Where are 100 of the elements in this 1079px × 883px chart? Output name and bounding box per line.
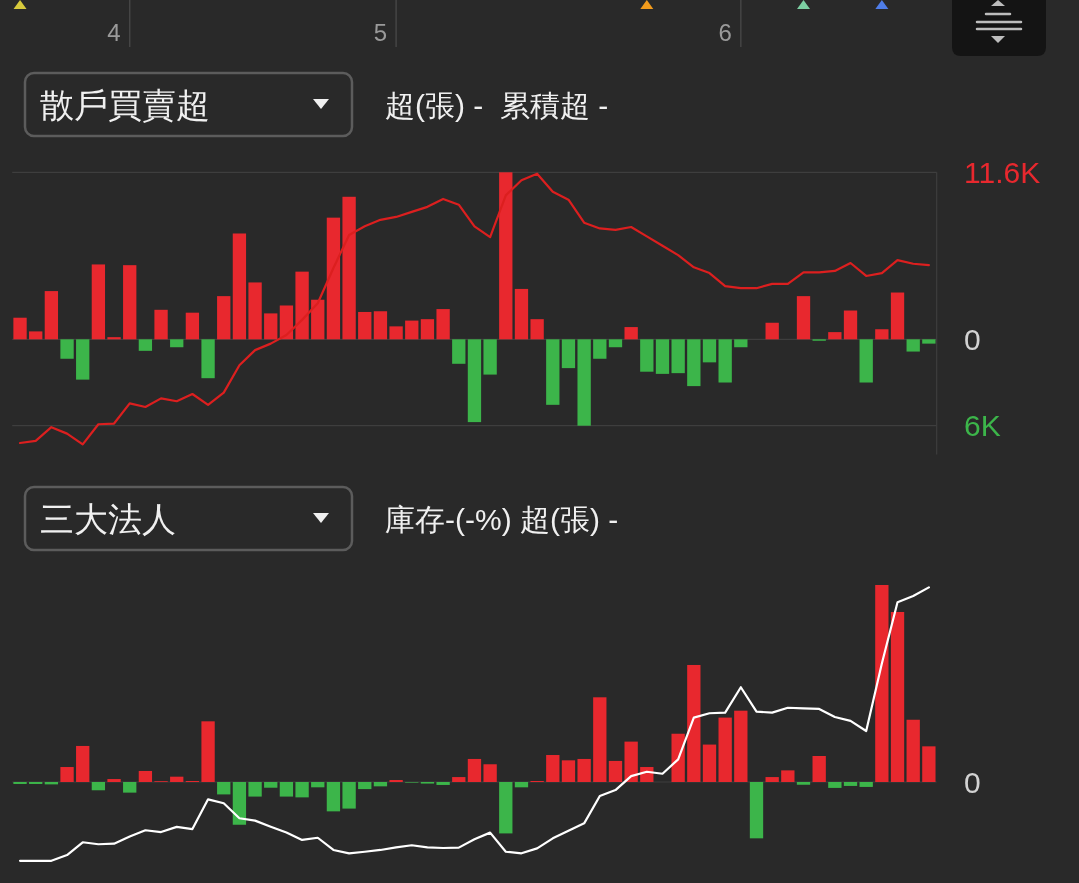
bar [687, 664, 701, 782]
bar [60, 339, 74, 359]
bar [76, 339, 90, 380]
bar [608, 760, 623, 782]
bar [295, 271, 309, 340]
bar [671, 733, 685, 782]
bar [44, 291, 59, 340]
bar [890, 292, 905, 340]
bar [138, 339, 153, 351]
bar [922, 339, 936, 344]
bar [91, 782, 106, 791]
bar [781, 770, 795, 782]
bar [843, 782, 858, 786]
bar [232, 233, 247, 340]
chart-title: 散戶買賣超 [40, 86, 210, 124]
bar [812, 756, 826, 782]
bar [170, 776, 184, 782]
bar [655, 339, 670, 374]
chart-title: 三大法人 [40, 500, 176, 538]
bar [499, 782, 513, 834]
bar [796, 296, 811, 340]
bar [875, 585, 889, 782]
bar [483, 764, 497, 782]
bar [201, 339, 215, 379]
bar [232, 782, 247, 825]
bar [530, 319, 544, 340]
bar [593, 697, 607, 782]
bar [373, 311, 388, 340]
y-tick-label: 0 [964, 322, 981, 356]
bar [561, 339, 576, 369]
bar [248, 782, 262, 797]
bar [217, 296, 231, 340]
bar [875, 329, 889, 340]
bar [765, 777, 779, 782]
bar [311, 782, 325, 788]
bar [405, 320, 419, 340]
bar [60, 767, 74, 782]
bar [624, 327, 638, 340]
bar [593, 339, 607, 359]
bar [295, 782, 309, 798]
x-tick-label: 4 [107, 18, 121, 46]
bar [123, 265, 137, 340]
bar [499, 172, 513, 340]
bar [123, 782, 137, 793]
line-series [18, 172, 930, 446]
bar [358, 311, 372, 340]
bar [436, 309, 450, 340]
bar [922, 746, 936, 782]
chart-subtitle: 超(張) - 累積超 - [385, 88, 609, 122]
bar [906, 339, 920, 352]
bar [890, 611, 905, 782]
bar [859, 782, 873, 787]
bar [640, 339, 654, 372]
bar [749, 782, 764, 839]
bar [311, 299, 325, 340]
bar [185, 312, 200, 340]
bar [436, 782, 450, 785]
bar [608, 339, 623, 348]
bar [389, 326, 403, 340]
bar [906, 719, 920, 782]
bar [358, 782, 372, 790]
bar [702, 339, 717, 363]
bar [546, 755, 560, 782]
bar [326, 782, 341, 812]
bar [561, 760, 576, 782]
bar [514, 288, 529, 340]
bar [326, 217, 341, 340]
bar [467, 758, 482, 782]
bar [107, 779, 121, 782]
bar [624, 741, 638, 782]
bar [217, 782, 231, 795]
bar [248, 282, 262, 340]
bar [702, 744, 717, 782]
bar [76, 745, 90, 782]
bar [859, 339, 873, 383]
bar [138, 770, 153, 782]
y-tick-label: 6K [964, 409, 1001, 443]
bar [420, 319, 435, 340]
bar [828, 332, 842, 340]
bar [373, 782, 388, 787]
bar [13, 317, 27, 340]
bar [514, 782, 529, 788]
bar [734, 339, 748, 348]
chart-subtitle: 庫存-(-%) 超(張) - [385, 502, 619, 536]
bar [546, 339, 560, 405]
bar [734, 710, 748, 782]
bar [170, 339, 184, 348]
bar [671, 339, 685, 374]
bar [452, 777, 466, 782]
y-tick-label: 11.6K [964, 155, 1041, 189]
x-tick-label: 6 [718, 18, 732, 46]
bar [718, 339, 732, 383]
bar [91, 264, 106, 340]
bar [843, 310, 858, 340]
bar [452, 339, 466, 364]
bar [279, 305, 294, 340]
bar [342, 782, 356, 809]
bar [342, 196, 356, 340]
bar [687, 339, 701, 387]
bar [765, 322, 779, 340]
